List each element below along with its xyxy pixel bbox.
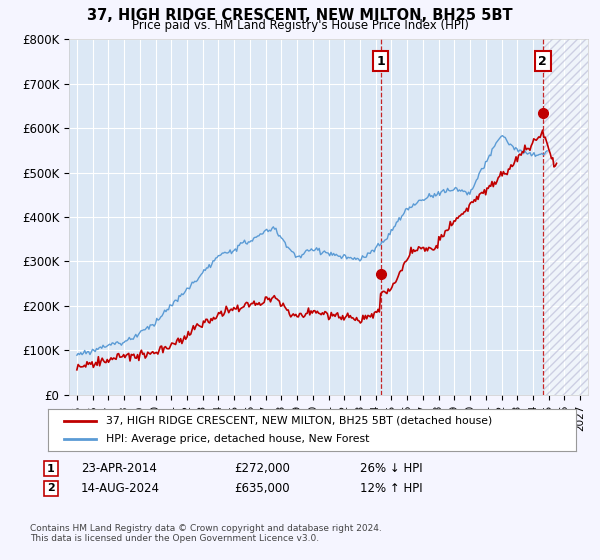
Text: 37, HIGH RIDGE CRESCENT, NEW MILTON, BH25 5BT (detached house): 37, HIGH RIDGE CRESCENT, NEW MILTON, BH2… [106, 416, 493, 426]
Text: 2: 2 [538, 55, 547, 68]
Text: £635,000: £635,000 [234, 482, 290, 495]
Text: 23-APR-2014: 23-APR-2014 [81, 462, 157, 475]
Text: 37, HIGH RIDGE CRESCENT, NEW MILTON, BH25 5BT: 37, HIGH RIDGE CRESCENT, NEW MILTON, BH2… [87, 8, 513, 24]
Text: £272,000: £272,000 [234, 462, 290, 475]
Text: 26% ↓ HPI: 26% ↓ HPI [360, 462, 422, 475]
Text: Contains HM Land Registry data © Crown copyright and database right 2024.
This d: Contains HM Land Registry data © Crown c… [30, 524, 382, 543]
Text: 14-AUG-2024: 14-AUG-2024 [81, 482, 160, 495]
Text: 1: 1 [376, 55, 385, 68]
Bar [543, 39, 588, 395]
Text: HPI: Average price, detached house, New Forest: HPI: Average price, detached house, New … [106, 434, 370, 444]
Text: 1: 1 [47, 464, 55, 474]
Text: 2: 2 [47, 483, 55, 493]
Text: Price paid vs. HM Land Registry's House Price Index (HPI): Price paid vs. HM Land Registry's House … [131, 19, 469, 32]
Text: 12% ↑ HPI: 12% ↑ HPI [360, 482, 422, 495]
